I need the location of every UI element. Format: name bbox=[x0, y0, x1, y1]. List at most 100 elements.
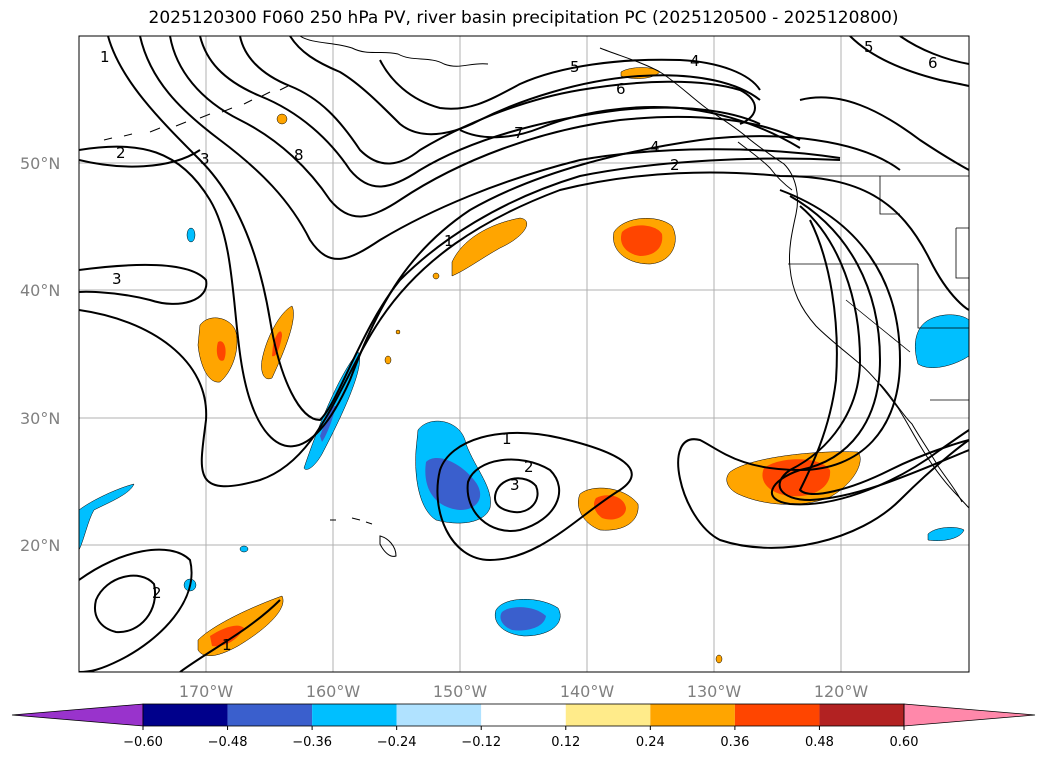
contour-line bbox=[799, 96, 969, 171]
colorbar-tick-label: −0.36 bbox=[292, 735, 332, 750]
contour-line bbox=[239, 36, 756, 165]
contour-line bbox=[79, 135, 901, 448]
alaska-coast bbox=[299, 36, 489, 67]
lon-label: 170°W bbox=[179, 682, 234, 701]
contour-line bbox=[677, 189, 969, 549]
north-america-coast bbox=[599, 47, 969, 509]
colorbar-tick-label: 0.60 bbox=[890, 735, 919, 750]
contour-line bbox=[94, 574, 157, 634]
colorbar-swatch bbox=[734, 704, 820, 726]
contour-label: 6 bbox=[616, 80, 626, 98]
colorbar-tick-label: 0.12 bbox=[551, 735, 580, 750]
colorbar-swatch bbox=[481, 704, 566, 726]
contour-label: 8 bbox=[294, 146, 304, 164]
shade-positive-area bbox=[384, 355, 392, 365]
lon-label: 140°W bbox=[560, 682, 615, 701]
colorbar-tick-label: −0.24 bbox=[377, 735, 417, 750]
shade-negative-area bbox=[186, 227, 196, 243]
colorbar-swatch bbox=[227, 704, 313, 726]
contour-label: 3 bbox=[200, 150, 210, 168]
shade-core-area bbox=[620, 225, 663, 256]
shade-positive-area bbox=[451, 217, 527, 277]
contour-line bbox=[79, 149, 201, 168]
colorbar-swatch bbox=[312, 704, 397, 726]
contour-line bbox=[798, 219, 969, 495]
lat-label: 50°N bbox=[20, 154, 60, 173]
contour-line bbox=[459, 105, 801, 149]
colorbar-tick-label: −0.60 bbox=[123, 735, 163, 750]
contour-label: 5 bbox=[864, 38, 874, 56]
contour-line bbox=[139, 36, 841, 260]
contour-label: 1 bbox=[100, 48, 110, 66]
state-border bbox=[917, 264, 969, 329]
colorbar-tick-label: 0.24 bbox=[636, 735, 665, 750]
contour-label: 7 bbox=[514, 124, 524, 142]
contour-line bbox=[778, 205, 969, 502]
contour-label: 1 bbox=[444, 232, 454, 250]
lon-label: 130°W bbox=[687, 682, 742, 701]
contour-line bbox=[379, 58, 761, 110]
contour-line bbox=[169, 36, 801, 218]
colorbar-extend-high bbox=[903, 703, 1036, 727]
lon-label: 160°W bbox=[306, 682, 361, 701]
contour-line bbox=[466, 458, 561, 532]
shade-negative-area bbox=[79, 483, 135, 551]
shade-core-area bbox=[216, 341, 226, 361]
contour-label: 2 bbox=[524, 458, 534, 476]
precip-shading bbox=[79, 67, 969, 664]
contour-line bbox=[79, 263, 208, 305]
shade-negative-area bbox=[239, 545, 249, 553]
contour-line bbox=[199, 36, 761, 188]
contour-line bbox=[289, 36, 761, 136]
gridlines bbox=[79, 36, 969, 672]
lon-label: 150°W bbox=[433, 682, 488, 701]
shade-positive-area bbox=[395, 329, 401, 335]
map-frame bbox=[78, 35, 970, 673]
contour-label: 3 bbox=[510, 476, 520, 494]
contour-label: 2 bbox=[116, 144, 126, 162]
contour-label: 4 bbox=[690, 52, 700, 70]
contour-line bbox=[79, 548, 193, 672]
contour-line bbox=[494, 477, 539, 514]
contour-label: 4 bbox=[650, 138, 660, 156]
contour-line bbox=[79, 171, 969, 488]
pv-contours bbox=[79, 36, 969, 672]
lat-label: 20°N bbox=[20, 536, 60, 555]
lat-labels: 50°N 40°N 30°N 20°N bbox=[20, 154, 60, 555]
shade-negative-area bbox=[927, 527, 965, 541]
colorbar-tick-label: 0.36 bbox=[720, 735, 749, 750]
colorbar-swatch bbox=[396, 704, 482, 726]
lat-label: 40°N bbox=[20, 281, 60, 300]
baja-coast bbox=[879, 383, 963, 503]
contour-line bbox=[436, 431, 633, 562]
contour-line bbox=[849, 36, 969, 87]
contour-label: 3 bbox=[112, 270, 122, 288]
contour-line bbox=[107, 36, 841, 422]
shade-negative-core bbox=[500, 607, 546, 631]
contour-label: 1 bbox=[222, 636, 232, 654]
contour-label: 5 bbox=[570, 58, 580, 76]
state-border bbox=[879, 176, 900, 215]
colorbar-swatch bbox=[819, 704, 904, 726]
lon-labels: 170°W 160°W 150°W 140°W 130°W 120°W bbox=[179, 682, 869, 701]
shade-positive-area bbox=[276, 113, 288, 125]
colorbar-tick-label: −0.48 bbox=[208, 735, 248, 750]
contour-labels: 1 2 3 8 5 6 4 7 4 2 1 5 6 1 2 3 3 2 1 bbox=[100, 38, 938, 654]
lat-label: 30°N bbox=[20, 409, 60, 428]
colorbar-extend-low bbox=[11, 703, 144, 727]
contour-label: 2 bbox=[152, 584, 162, 602]
contour-label: 2 bbox=[670, 156, 680, 174]
hawaii-islands bbox=[330, 517, 397, 557]
colorbar-tick-label: −0.12 bbox=[461, 735, 501, 750]
contour-label: 1 bbox=[502, 430, 512, 448]
shade-positive-area bbox=[715, 654, 723, 664]
contour-label: 6 bbox=[928, 54, 938, 72]
colorbar-swatch bbox=[565, 704, 651, 726]
state-border bbox=[955, 227, 969, 279]
map-title: 2025120300 F060 250 hPa PV, river basin … bbox=[148, 8, 899, 28]
contour-line bbox=[899, 36, 969, 65]
colorbar: −0.60 −0.48 −0.36 −0.24 −0.12 0.12 0.24 0.36 0.4… bbox=[11, 703, 1036, 750]
colorbar-swatch bbox=[650, 704, 735, 726]
